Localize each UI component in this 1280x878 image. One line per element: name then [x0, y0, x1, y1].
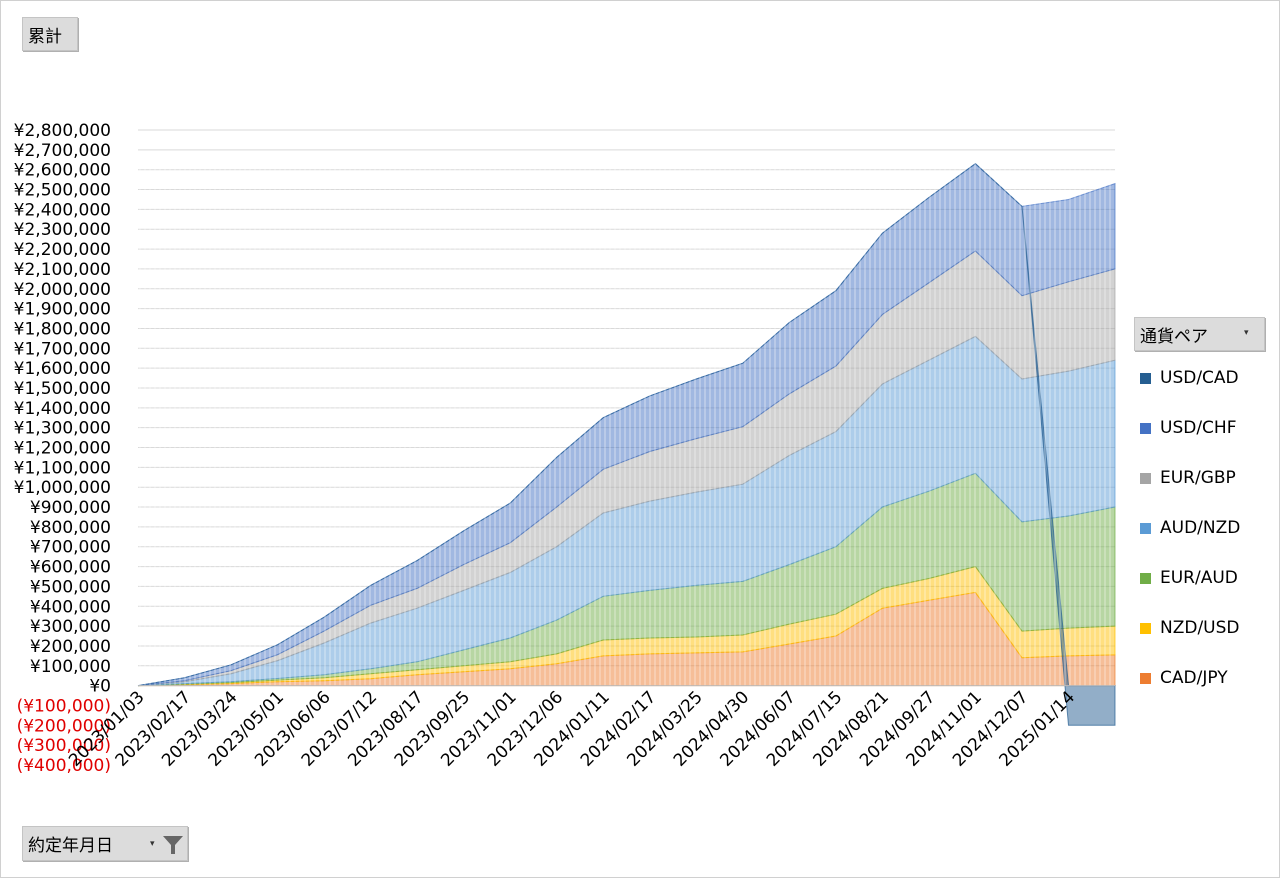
legend-label: EUR/GBP [1160, 468, 1236, 488]
date-hatching [139, 159, 1111, 686]
y-tick-label: ¥2,700,000 [14, 141, 111, 161]
series-areas [137, 163, 1116, 726]
dropdown-arrow-icon[interactable]: ▾ [150, 839, 155, 849]
legend-swatch [1140, 522, 1151, 534]
y-tick-label: ¥2,300,000 [14, 220, 111, 240]
legend-item[interactable]: USD/CAD [1140, 368, 1239, 388]
legend-field-label: 通貨ペア [1140, 326, 1208, 347]
legend-swatch [1140, 622, 1151, 634]
dropdown-arrow-icon[interactable]: ▾ [1244, 328, 1249, 338]
y-tick-label: ¥300,000 [30, 617, 111, 637]
y-tick-label: ¥800,000 [30, 518, 111, 538]
y-tick-label: ¥2,100,000 [14, 260, 111, 280]
filter-icon[interactable] [161, 834, 185, 856]
x-axis: 2023/01/032023/02/172023/03/242023/05/01… [65, 685, 1115, 771]
legend-label: NZD/USD [1160, 618, 1240, 638]
legend-swatch [1140, 572, 1151, 584]
legend-label: AUD/NZD [1160, 518, 1241, 538]
legend-item[interactable]: AUD/NZD [1140, 518, 1240, 538]
y-tick-label: ¥1,300,000 [14, 419, 111, 439]
y-tick-label: ¥1,800,000 [14, 319, 111, 339]
legend-swatch [1140, 422, 1151, 434]
y-tick-label: ¥2,800,000 [14, 121, 111, 141]
y-tick-label: ¥100,000 [30, 657, 111, 677]
value-field-button[interactable]: 累計 [22, 17, 78, 51]
y-tick-label: ¥1,000,000 [14, 478, 111, 498]
value-field-label: 累計 [28, 26, 62, 47]
y-tick-label: ¥200,000 [30, 637, 111, 657]
y-tick-label: ¥400,000 [30, 597, 111, 617]
legend-field-button[interactable]: 通貨ペア ▾ [1134, 317, 1265, 351]
axis-field-button[interactable]: 約定年月日 ▾ [22, 826, 188, 861]
y-tick-label: ¥2,500,000 [14, 181, 111, 201]
legend-label: EUR/AUD [1160, 568, 1238, 588]
y-tick-label: ¥1,100,000 [14, 458, 111, 478]
y-tick-label: ¥2,400,000 [14, 200, 111, 220]
legend-item[interactable]: USD/CHF [1140, 418, 1236, 438]
legend-swatch [1140, 372, 1151, 384]
y-tick-label: ¥1,200,000 [14, 439, 111, 459]
y-tick-label: ¥1,400,000 [14, 399, 111, 419]
legend-label: USD/CHF [1160, 418, 1237, 438]
y-tick-label: ¥1,900,000 [14, 300, 111, 320]
legend-swatch [1140, 672, 1151, 684]
y-tick-label: ¥2,600,000 [14, 161, 111, 181]
legend-swatch [1140, 472, 1151, 484]
y-tick-label: (¥300,000) [17, 736, 111, 756]
y-tick-label: ¥700,000 [30, 538, 111, 558]
legend-item[interactable]: EUR/GBP [1140, 468, 1236, 488]
y-tick-label: ¥2,200,000 [14, 240, 111, 260]
y-tick-label: ¥900,000 [30, 498, 111, 518]
legend-item[interactable]: EUR/AUD [1140, 568, 1238, 588]
y-tick-label: ¥1,700,000 [14, 339, 111, 359]
y-tick-label: (¥200,000) [17, 716, 111, 736]
y-tick-label: ¥1,500,000 [14, 379, 111, 399]
y-tick-label: ¥2,000,000 [14, 280, 111, 300]
series-area [137, 163, 1116, 726]
y-tick-label: ¥500,000 [30, 577, 111, 597]
legend-item[interactable]: CAD/JPY [1140, 668, 1228, 688]
y-tick-label: ¥1,600,000 [14, 359, 111, 379]
y-axis: (¥400,000)(¥300,000)(¥200,000)(¥100,000)… [14, 121, 111, 776]
y-tick-label: (¥400,000) [17, 756, 111, 776]
legend-label: CAD/JPY [1160, 668, 1228, 688]
y-tick-label: (¥100,000) [17, 696, 111, 716]
axis-field-label: 約定年月日 [28, 836, 113, 856]
y-tick-label: ¥0 [89, 677, 111, 697]
legend-item[interactable]: NZD/USD [1140, 618, 1240, 638]
legend-label: USD/CAD [1160, 368, 1239, 388]
y-tick-label: ¥600,000 [30, 558, 111, 578]
